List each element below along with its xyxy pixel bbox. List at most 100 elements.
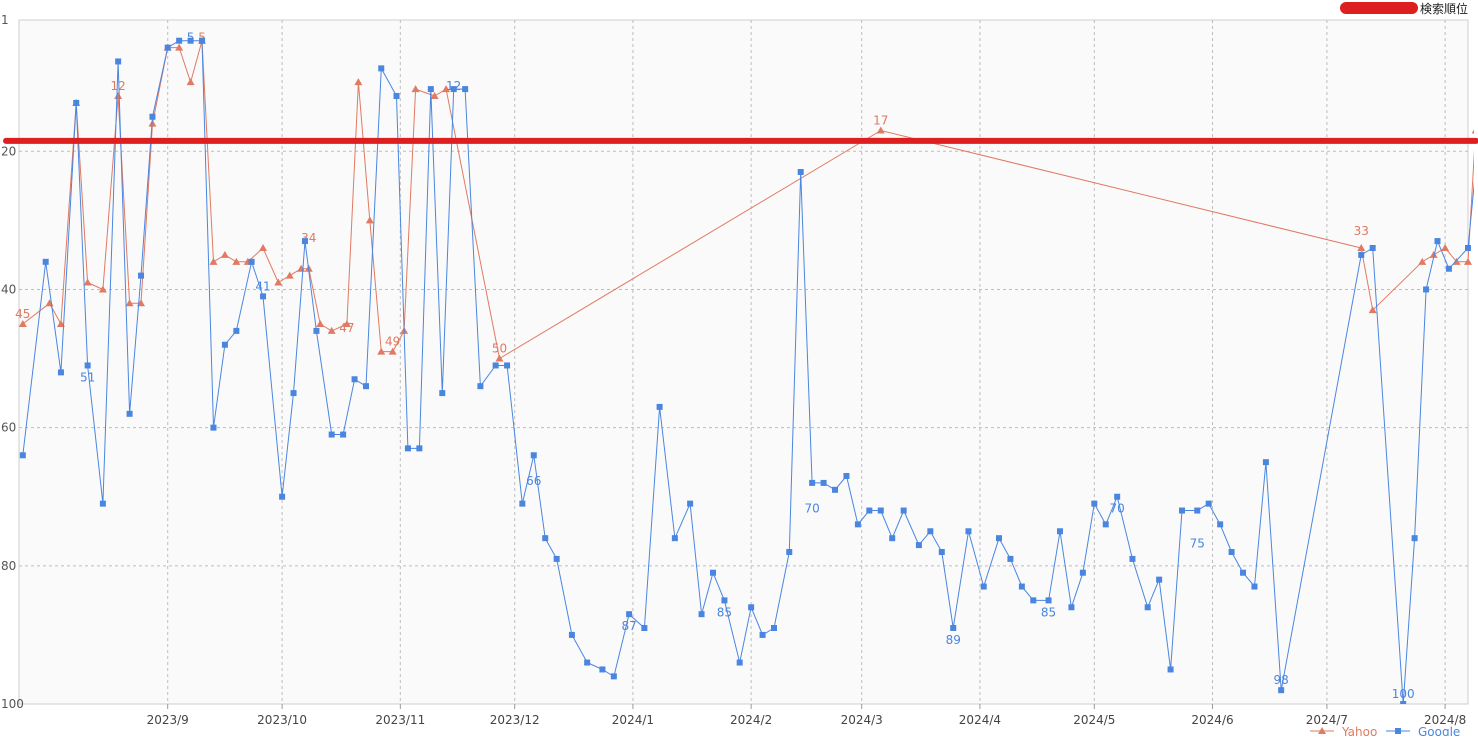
data-point-google <box>671 535 678 542</box>
data-point-yahoo <box>186 78 195 86</box>
data-label-google: 66 <box>526 474 541 488</box>
data-point-google <box>1091 500 1098 507</box>
data-point-yahoo <box>114 92 123 99</box>
data-point-google <box>610 673 617 680</box>
data-point-google <box>416 445 423 452</box>
data-point-google <box>1411 535 1418 542</box>
data-point-google <box>1228 549 1235 555</box>
data-point-google <box>519 500 526 507</box>
legend-label-yahoo: Yahoo <box>1341 725 1377 736</box>
data-point-google <box>313 327 320 334</box>
data-point-google <box>759 631 766 638</box>
data-point-yahoo <box>220 250 229 258</box>
data-point-google <box>1114 493 1121 500</box>
data-point-google <box>1358 251 1365 258</box>
data-label-google: 70 <box>804 502 819 516</box>
data-label-yahoo: 33 <box>1354 224 1369 238</box>
data-point-google <box>1167 666 1174 673</box>
data-point-yahoo <box>1418 257 1427 265</box>
data-point-google <box>866 507 873 514</box>
data-point-yahoo <box>175 43 184 51</box>
data-point-yahoo <box>342 320 351 327</box>
y-tick-label: 20 <box>1 144 16 158</box>
data-point-google <box>164 44 171 51</box>
data-point-google <box>877 507 884 514</box>
data-point-google <box>57 369 64 376</box>
data-point-google <box>553 555 560 562</box>
data-point-google <box>1445 265 1452 272</box>
data-label-yahoo: 49 <box>385 335 400 349</box>
data-point-google <box>786 549 793 555</box>
data-point-google <box>687 500 694 507</box>
data-point-yahoo <box>1368 306 1377 314</box>
threshold-legend-label: 検索順位 <box>1420 1 1468 16</box>
data-label-google: 12 <box>446 79 461 93</box>
data-point-google <box>477 383 484 390</box>
data-point-google <box>1068 604 1075 611</box>
data-point-google <box>1030 597 1037 604</box>
data-point-google <box>843 473 850 479</box>
data-point-yahoo <box>1471 129 1474 134</box>
data-point-google <box>260 293 267 300</box>
data-point-yahoo <box>83 278 92 286</box>
x-tick-label: 2024/5 <box>1073 713 1115 727</box>
data-point-yahoo <box>876 126 885 134</box>
data-point-google <box>115 58 122 65</box>
data-point-google <box>1465 245 1471 251</box>
data-point-google <box>1129 555 1136 562</box>
data-point-yahoo <box>209 257 218 265</box>
data-point-google <box>736 659 743 666</box>
data-point-google <box>1400 701 1407 704</box>
x-tick-label: 2023/10 <box>257 713 307 727</box>
data-point-yahoo <box>327 326 336 334</box>
data-point-google <box>900 507 907 514</box>
data-label-yahoo: 45 <box>15 307 30 321</box>
x-tick-label: 2024/6 <box>1191 713 1233 727</box>
data-label-google: 98 <box>1274 673 1289 687</box>
data-point-google <box>138 272 145 279</box>
data-point-google <box>1102 521 1109 528</box>
data-point-google <box>1144 604 1151 611</box>
data-point-yahoo <box>1441 244 1450 251</box>
data-point-google <box>176 37 183 44</box>
data-point-yahoo <box>316 320 325 327</box>
data-point-google <box>1179 507 1186 514</box>
data-point-google <box>504 362 511 369</box>
data-point-google <box>427 86 434 93</box>
data-point-google <box>938 549 945 555</box>
data-point-google <box>340 431 347 438</box>
data-point-google <box>462 86 469 93</box>
data-label-google: 5 <box>187 31 195 45</box>
x-tick-label: 2023/12 <box>490 713 540 727</box>
data-point-google <box>290 390 297 397</box>
data-point-google <box>221 341 228 348</box>
data-point-google <box>439 390 446 397</box>
data-point-google <box>233 327 240 334</box>
data-point-yahoo <box>354 78 363 86</box>
data-point-yahoo <box>430 92 439 99</box>
data-point-google <box>854 521 861 528</box>
data-point-google <box>1007 555 1014 562</box>
data-point-google <box>126 410 133 417</box>
data-label-yahoo: 12 <box>111 79 126 93</box>
data-point-google <box>771 625 778 631</box>
legend-label-google: Google <box>1418 725 1460 736</box>
data-point-google <box>1240 569 1247 576</box>
data-point-yahoo <box>377 347 386 355</box>
data-point-google <box>351 376 358 383</box>
data-label-yahoo: 17 <box>873 114 888 128</box>
gridlines <box>19 20 1468 704</box>
data-label-google: 51 <box>80 370 95 384</box>
data-label-yahoo: 50 <box>492 342 507 356</box>
data-point-yahoo <box>98 285 107 293</box>
data-point-google <box>889 535 896 542</box>
data-point-google <box>492 362 499 369</box>
legend-marker-yahoo <box>1318 727 1326 734</box>
data-point-google <box>248 258 255 265</box>
data-label-yahoo: 5 <box>198 31 206 45</box>
data-point-google <box>584 659 591 666</box>
data-point-yahoo <box>19 320 27 327</box>
data-point-google <box>748 604 755 611</box>
y-tick-label: 40 <box>1 282 16 296</box>
